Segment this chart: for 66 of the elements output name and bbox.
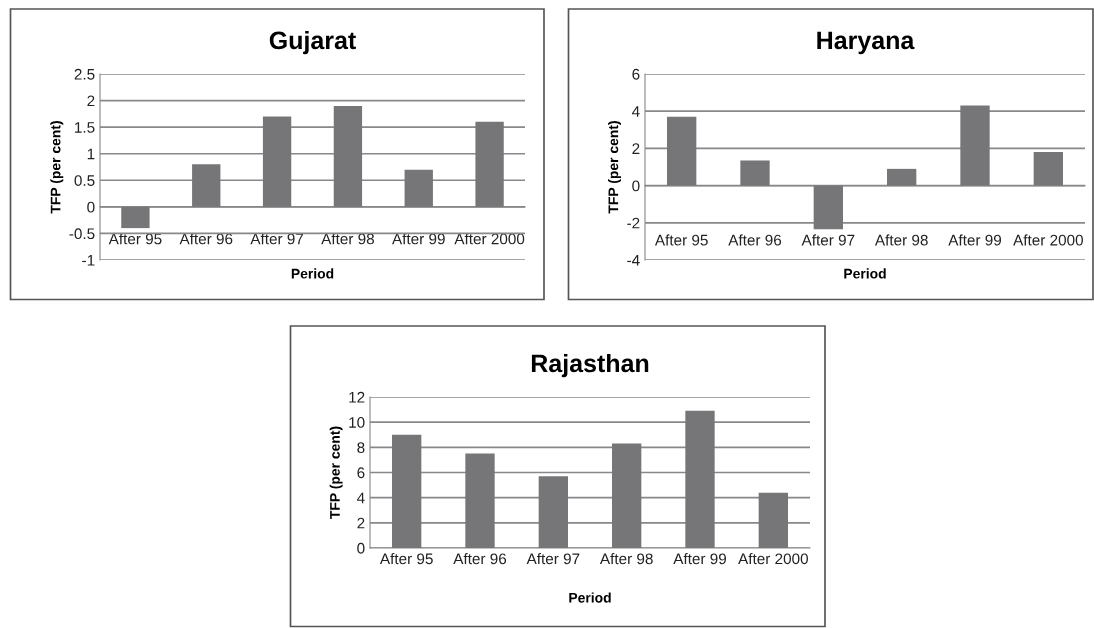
- bar: [612, 443, 642, 548]
- bar: [758, 492, 788, 548]
- chart-title: Gujarat: [269, 30, 356, 55]
- bar: [1033, 152, 1063, 186]
- y-tick-label: 12: [349, 391, 365, 403]
- y-tick-label: 1.5: [75, 122, 95, 133]
- y-tick-label: 6: [632, 68, 640, 80]
- y-tick-label: 2: [87, 95, 95, 107]
- bar: [960, 105, 990, 186]
- x-tick-label: After 2000: [738, 553, 808, 565]
- x-tick-label: After 97: [250, 233, 304, 245]
- x-tick-label: After 98: [874, 234, 928, 246]
- y-tick-label: 0.5: [74, 175, 95, 186]
- x-tick-label: After 95: [654, 234, 708, 246]
- bar: [685, 410, 715, 548]
- bar: [404, 169, 433, 207]
- y-tick-label: 6: [357, 467, 365, 479]
- bar: [121, 206, 150, 229]
- y-axis-title: TFP (per cent): [329, 426, 343, 519]
- bar: [740, 160, 770, 186]
- bar: [465, 453, 495, 548]
- y-tick-label: 1: [87, 148, 95, 160]
- x-tick-label: After 2000: [454, 233, 525, 245]
- x-axis-title: Period: [844, 268, 886, 279]
- x-tick-label: After 2000: [1013, 234, 1083, 246]
- x-tick-label: After 98: [321, 233, 374, 245]
- x-tick-label: After 95: [108, 233, 162, 245]
- y-tick-label: 2: [357, 517, 365, 529]
- x-tick-label: After 97: [801, 234, 855, 246]
- x-tick-label: After 97: [526, 553, 580, 565]
- y-tick-label: -0.5: [69, 228, 95, 240]
- x-tick-label: After 95: [379, 553, 433, 565]
- x-axis-title: Period: [569, 592, 611, 603]
- chart-title: Haryana: [817, 31, 915, 55]
- chart-title: Rajasthan: [531, 353, 649, 378]
- x-tick-label: After 98: [599, 553, 653, 565]
- bar: [538, 476, 568, 548]
- y-axis-title: TFP (per cent): [608, 121, 621, 214]
- x-axis-title: Period: [291, 268, 334, 279]
- y-tick-label: -2: [627, 217, 640, 229]
- y-tick-label: 8: [357, 442, 365, 454]
- y-tick-label: 10: [349, 417, 365, 428]
- y-tick-label: 2: [632, 143, 640, 154]
- y-tick-label: 2.5: [74, 68, 95, 80]
- y-tick-label: -4: [627, 255, 640, 266]
- y-tick-label: 0: [87, 201, 95, 213]
- bar: [475, 121, 504, 207]
- x-tick-label: After 99: [948, 234, 1002, 246]
- bar: [333, 105, 363, 207]
- bar: [813, 185, 843, 230]
- x-tick-label: After 99: [392, 233, 445, 245]
- y-tick-label: 0: [632, 180, 640, 192]
- y-tick-label: 0: [357, 542, 365, 554]
- x-tick-label: After 96: [179, 233, 233, 245]
- bar: [262, 116, 292, 207]
- x-tick-label: After 99: [673, 553, 727, 565]
- bar: [667, 116, 697, 186]
- bar: [192, 164, 221, 207]
- y-axis-title: TFP (per cent): [50, 121, 64, 214]
- y-tick-label: -1: [82, 255, 95, 266]
- y-tick-label: 4: [631, 106, 640, 117]
- y-tick-label: 4: [356, 492, 365, 504]
- bar: [392, 434, 422, 548]
- x-tick-label: After 96: [728, 234, 782, 246]
- bar: [887, 168, 917, 186]
- x-tick-label: After 96: [453, 553, 507, 565]
